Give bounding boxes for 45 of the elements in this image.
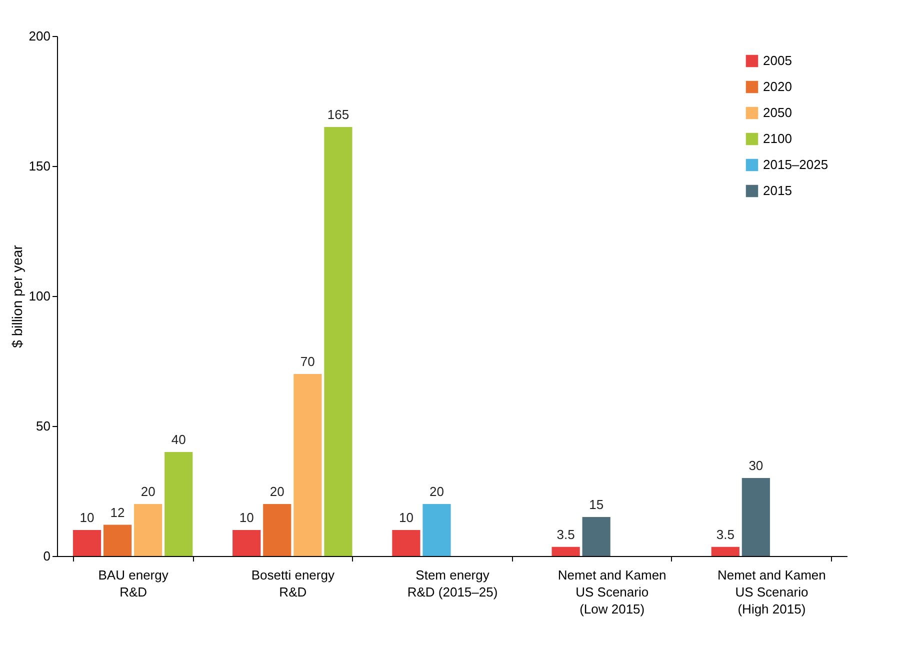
data-label: 20	[140, 484, 156, 499]
legend-label: 2015	[763, 183, 792, 198]
bar	[582, 517, 610, 556]
bar	[324, 127, 352, 556]
y-tick-label: 0	[43, 548, 50, 564]
legend-label: 2050	[763, 105, 792, 120]
y-tick-label: 100	[28, 288, 50, 304]
x-tick-label: Bosetti energy R&D	[251, 568, 335, 600]
bar	[711, 546, 740, 556]
bar	[164, 452, 193, 556]
data-label: 10	[398, 510, 414, 525]
y-tick-label: 150	[28, 158, 50, 174]
bar	[263, 504, 292, 556]
data-label: 70	[300, 354, 315, 369]
data-label: 3.5	[556, 526, 575, 542]
bar	[294, 374, 322, 556]
bar	[552, 546, 580, 556]
legend-label: 2020	[763, 79, 792, 94]
bar	[72, 530, 102, 556]
bar	[422, 504, 451, 556]
y-axis-title: $ billion per year	[8, 244, 25, 348]
data-label: 40	[171, 432, 186, 447]
x-tick-label: BAU energy R&D	[98, 568, 169, 600]
x-tick-label: Nemet and Kamen US Scenario (Low 2015)	[558, 568, 666, 616]
x-tick-label: Nemet and Kamen US Scenario (High 2015)	[717, 568, 826, 616]
bar	[134, 504, 162, 556]
data-label: 165	[327, 107, 350, 122]
data-label: 30	[748, 458, 764, 473]
y-tick-label: 200	[28, 28, 50, 44]
data-label: 20	[270, 484, 284, 499]
bar	[232, 530, 261, 556]
bar	[392, 530, 420, 556]
data-label: 10	[80, 510, 94, 525]
data-label: 12	[110, 504, 125, 520]
data-label: 15	[589, 497, 604, 512]
legend-label: 2100	[763, 131, 792, 146]
legend-label: 2005	[763, 53, 792, 68]
legend-label: 2015–2025	[763, 157, 828, 172]
bar	[103, 524, 132, 556]
data-label: 10	[239, 510, 254, 525]
data-label: 20	[430, 484, 444, 499]
x-tick-label: Stem energy R&D (2015–25)	[407, 568, 498, 600]
data-label: 3.5	[716, 526, 734, 542]
bar	[742, 478, 770, 556]
y-tick-label: 50	[36, 418, 50, 434]
